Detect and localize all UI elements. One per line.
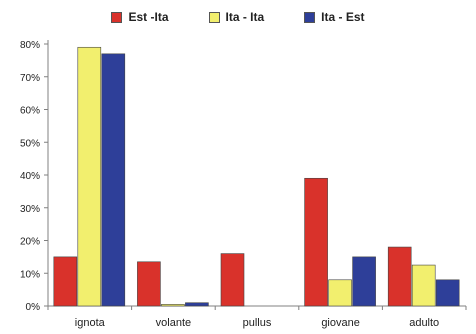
bar-volante-0 bbox=[137, 261, 161, 307]
legend: Est -Ita Ita - Ita Ita - Est bbox=[0, 6, 476, 28]
legend-item-ita-est: Ita - Est bbox=[304, 10, 365, 24]
bar-adulto-0 bbox=[387, 246, 412, 307]
bar-pullus-0 bbox=[220, 253, 245, 307]
bar-giovane-2 bbox=[352, 256, 376, 307]
legend-item-est-ita: Est -Ita bbox=[111, 10, 169, 24]
y-tick-label: 80% bbox=[20, 40, 40, 51]
x-tick-label: giovane bbox=[321, 317, 360, 329]
bar-ignota-1 bbox=[77, 46, 102, 307]
x-tick-label: ignota bbox=[75, 317, 106, 329]
y-tick-label: 0% bbox=[26, 302, 41, 313]
y-tick-label: 20% bbox=[20, 237, 40, 248]
legend-swatch-ita-ita bbox=[208, 11, 220, 23]
x-tick-label: pullus bbox=[243, 317, 272, 329]
legend-label-est-ita: Est -Ita bbox=[128, 10, 169, 24]
x-tick-label: adulto bbox=[409, 317, 439, 329]
bar-adulto-1 bbox=[411, 264, 436, 307]
bar-giovane-0 bbox=[304, 177, 328, 307]
y-tick-label: 10% bbox=[20, 269, 40, 280]
bar-adulto-2 bbox=[435, 279, 460, 307]
legend-label-ita-ita: Ita - Ita bbox=[225, 10, 265, 24]
bar-volante-2 bbox=[185, 302, 209, 307]
legend-swatch-est-ita bbox=[111, 11, 123, 23]
y-tick-label: 30% bbox=[20, 204, 40, 215]
y-tick-label: 40% bbox=[20, 171, 40, 182]
y-tick-label: 60% bbox=[20, 106, 40, 117]
x-tick-label: volante bbox=[156, 317, 191, 329]
legend-swatch-ita-est bbox=[304, 11, 316, 23]
bar-giovane-1 bbox=[328, 279, 352, 307]
bar-volante-1 bbox=[161, 304, 185, 307]
y-tick-label: 70% bbox=[20, 73, 40, 84]
bar-ignota-2 bbox=[101, 53, 126, 307]
legend-label-ita-est: Ita - Est bbox=[321, 10, 365, 24]
y-tick-label: 50% bbox=[20, 138, 40, 149]
legend-item-ita-ita: Ita - Ita bbox=[208, 10, 265, 24]
bar-ignota-0 bbox=[53, 256, 78, 307]
